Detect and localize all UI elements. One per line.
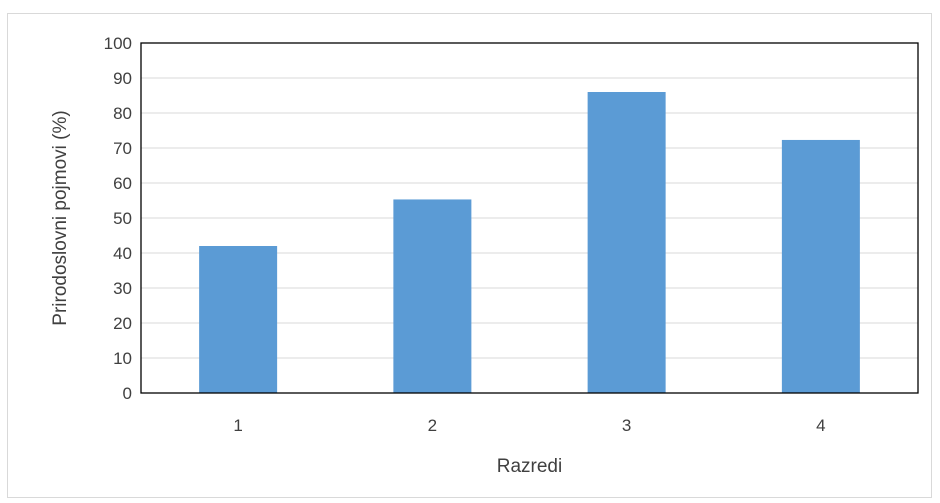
y-tick-label: 100 [104, 34, 132, 53]
plot-area-border [140, 42, 919, 394]
bar-2 [393, 199, 472, 393]
x-tick-labels: 1 2 3 4 [233, 416, 825, 435]
y-tick-label: 0 [123, 384, 132, 403]
bars [199, 92, 860, 393]
y-tick-label: 40 [113, 244, 132, 263]
y-tick-label: 60 [113, 174, 132, 193]
x-tick-label: 4 [816, 416, 825, 435]
y-tick-label: 90 [113, 69, 132, 88]
y-tick-label: 70 [113, 139, 132, 158]
x-tick-label: 1 [233, 416, 242, 435]
bar-3 [587, 92, 666, 393]
y-tick-label: 80 [113, 104, 132, 123]
x-axis-title: Razredi [497, 456, 562, 477]
y-tick-label: 30 [113, 279, 132, 298]
y-axis-title: Prirodoslovni pojmovi (%) [50, 110, 71, 325]
y-tick-label: 50 [113, 209, 132, 228]
x-tick-label: 3 [622, 416, 631, 435]
y-tick-labels: 0 10 20 30 40 50 60 70 80 90 100 [104, 34, 132, 403]
bar-1 [199, 246, 278, 393]
y-tick-label: 10 [113, 349, 132, 368]
y-tick-label: 20 [113, 314, 132, 333]
x-tick-label: 2 [428, 416, 437, 435]
bar-4 [781, 139, 860, 393]
